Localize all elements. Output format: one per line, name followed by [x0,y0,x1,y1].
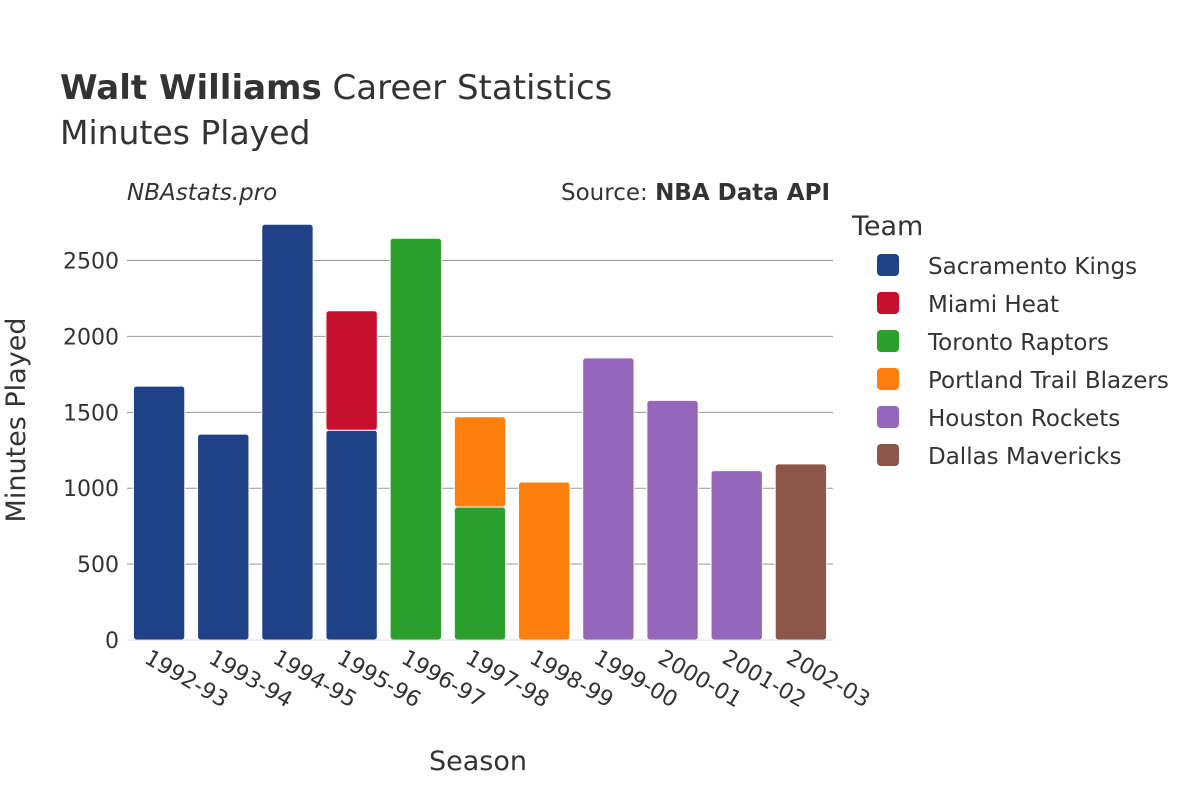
bars-layer [132,223,828,641]
legend-label-dallas-mavericks: Dallas Mavericks [928,444,1121,470]
y-tick-label-2500: 2500 [63,250,119,275]
legend-label-houston-rockets: Houston Rockets [928,406,1120,432]
bar-2001-02-houston-rockets [710,470,763,641]
source-prefix: Source: [561,180,655,206]
x-axis-title: Season [429,746,527,777]
legend-swatch-portland-trail-blazers [877,368,899,390]
y-tick-label-500: 500 [77,553,119,578]
bar-1996-97-toronto-raptors [389,237,442,641]
bar-1995-96-sacramento-kings [325,429,378,641]
chart-title-bold: Walt Williams [60,68,322,108]
bar-1992-93-sacramento-kings [132,385,186,641]
legend-swatch-houston-rockets [877,406,899,428]
legend-title: Team [851,211,923,242]
watermark: NBAstats.pro [127,180,277,206]
chart-title-space [322,68,333,108]
legend-swatch-dallas-mavericks [877,444,899,466]
legend-swatch-sacramento-kings [877,254,899,276]
chart-title: Walt Williams Career Statistics [60,68,612,108]
bar-1995-96-miami-heat [325,310,378,431]
bar-1994-95-sacramento-kings [261,223,314,641]
y-tick-label-1500: 1500 [63,401,119,426]
legend-label-miami-heat: Miami Heat [928,292,1059,318]
legend: Team Sacramento Kings Miami Heat Toronto R… [851,211,1169,470]
legend-swatch-miami-heat [877,292,899,314]
y-tick-label-2000: 2000 [63,325,119,350]
chart-subtitle: Minutes Played [60,113,310,152]
y-tick-label-1000: 1000 [63,477,119,502]
bar-1997-98-toronto-raptors [453,506,507,641]
chart-title-rest: Career Statistics [333,68,613,108]
legend-swatch-toronto-raptors [877,330,899,352]
legend-label-portland-trail-blazers: Portland Trail Blazers [928,368,1169,394]
source-label: Source: NBA Data API [561,180,830,206]
y-tick-label-0: 0 [105,629,119,654]
source-name: NBA Data API [655,180,830,206]
legend-label-sacramento-kings: Sacramento Kings [928,254,1137,280]
bar-1998-99-portland-trail-blazers [518,481,571,641]
bar-1997-98-portland-trail-blazers [453,416,507,508]
y-axis-title: Minutes Played [1,318,32,523]
legend-label-toronto-raptors: Toronto Raptors [927,330,1109,356]
bar-1993-94-sacramento-kings [197,433,250,641]
bar-2000-01-houston-rockets [646,399,699,641]
bar-1999-00-houston-rockets [582,357,635,641]
bar-2002-03-dallas-mavericks [774,463,828,641]
